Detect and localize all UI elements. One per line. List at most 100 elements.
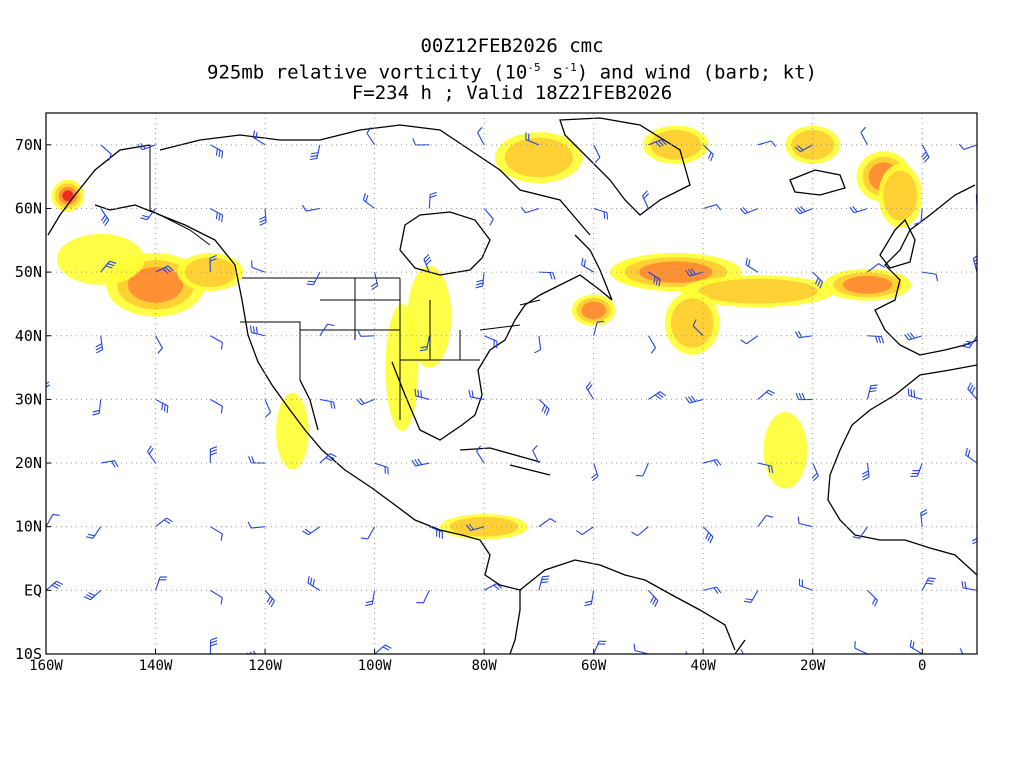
vorticity-cell xyxy=(698,278,818,304)
wind-barb xyxy=(685,395,704,404)
wind-barb xyxy=(92,399,102,416)
longitude-labels: 160W 140W 120W 100W 80W 60W 40W 20W 0 xyxy=(29,649,926,674)
wind-barb xyxy=(581,257,594,273)
wind-barb xyxy=(366,127,376,146)
wind-barb xyxy=(757,462,774,474)
wind-barb xyxy=(100,260,117,273)
wind-barb xyxy=(46,580,64,591)
wind-barb xyxy=(412,138,430,146)
wind-barb xyxy=(483,208,494,226)
wind-barb xyxy=(414,388,430,400)
us-state-borders xyxy=(240,277,541,420)
wind-barb xyxy=(576,526,594,536)
wind-barb xyxy=(794,144,813,153)
lat-tick-label: 10N xyxy=(15,518,42,536)
wind-barb xyxy=(306,271,321,286)
wind-barb xyxy=(416,590,430,604)
wind-barb xyxy=(740,649,758,654)
wind-barb xyxy=(740,335,759,345)
lon-tick-label: 160W xyxy=(29,658,63,674)
wind-barb xyxy=(967,382,977,400)
wind-barb xyxy=(921,144,930,163)
vorticity-cell xyxy=(184,257,236,288)
wind-barb xyxy=(319,398,336,409)
wind-barb xyxy=(356,397,375,406)
wind-barb xyxy=(965,447,977,464)
wind-barb xyxy=(867,263,885,273)
wind-barb xyxy=(86,526,102,539)
wind-barb xyxy=(703,586,722,594)
wind-barb xyxy=(584,590,595,607)
wind-barb xyxy=(907,388,923,400)
wind-barb xyxy=(210,398,223,414)
wind-barb xyxy=(648,391,667,400)
lat-tick-label: 20N xyxy=(15,454,42,472)
wind-barb xyxy=(264,589,275,608)
lon-tick-label: 20W xyxy=(800,658,826,674)
wind-barb xyxy=(357,329,375,337)
wind-barb xyxy=(252,130,266,146)
wind-barb xyxy=(757,514,774,528)
coast-greenland xyxy=(559,117,691,216)
coast-iceland xyxy=(789,169,846,196)
wind-barb xyxy=(703,459,722,467)
vorticity-cell xyxy=(650,129,702,160)
wind-barb xyxy=(702,144,714,162)
wind-barb xyxy=(757,389,775,400)
wind-barb xyxy=(795,392,813,401)
vorticity-cell xyxy=(763,412,808,489)
wind-barb xyxy=(423,253,432,273)
title-line-1: 00Z12FEB2026 cmc xyxy=(420,35,604,57)
wind-barb xyxy=(648,589,659,608)
vorticity-cell xyxy=(791,129,835,160)
wind-barb xyxy=(483,335,498,349)
title-line-3: F=234 h ; Valid 18Z21FEB2026 xyxy=(351,82,673,105)
wind-barb xyxy=(140,208,156,221)
coastlines xyxy=(47,117,977,654)
wind-barb xyxy=(95,335,104,354)
wind-barb xyxy=(648,139,667,148)
wind-barb xyxy=(642,190,650,209)
wind-barb xyxy=(419,335,430,352)
wind-barb xyxy=(210,207,224,223)
wind-barb xyxy=(210,335,224,350)
vorticity-cell xyxy=(504,137,574,178)
wind-barb xyxy=(374,462,389,475)
wind-barb xyxy=(538,271,556,280)
wind-barb xyxy=(100,208,110,227)
map-frame xyxy=(45,112,978,655)
wind-barb xyxy=(100,653,102,654)
wind-barb xyxy=(703,204,722,211)
vorticity-cell xyxy=(127,267,184,303)
wind-barb xyxy=(538,518,557,528)
wind-barb xyxy=(83,589,102,601)
wind-barb xyxy=(538,653,539,654)
vorticity-cell xyxy=(276,393,309,470)
coast-us-east xyxy=(391,234,613,441)
wind-barbs xyxy=(46,126,977,654)
wind-barb xyxy=(648,271,661,287)
wind-barb xyxy=(971,526,977,545)
wind-barb xyxy=(155,576,168,591)
coast-hudson-bay xyxy=(399,211,491,276)
wind-barb xyxy=(483,583,503,591)
lat-tick-label: EQ xyxy=(24,581,42,599)
wind-barb xyxy=(692,319,704,337)
wind-barb xyxy=(534,335,542,354)
wind-barb xyxy=(46,513,60,527)
wind-barb xyxy=(739,207,759,215)
lat-tick-label: 10S xyxy=(15,645,42,663)
wind-barb xyxy=(958,143,977,151)
wind-barb xyxy=(685,268,704,277)
wind-barb xyxy=(210,589,223,605)
wind-barb xyxy=(429,526,443,539)
wind-barb xyxy=(794,330,813,339)
wind-barb xyxy=(591,462,599,482)
wind-barb xyxy=(210,526,223,541)
wind-barb xyxy=(301,653,320,654)
wind-barb xyxy=(476,445,485,464)
wind-barb xyxy=(633,643,649,654)
coast-south-america xyxy=(509,590,746,654)
wind-barb xyxy=(593,640,607,654)
wind-barb xyxy=(155,335,163,354)
